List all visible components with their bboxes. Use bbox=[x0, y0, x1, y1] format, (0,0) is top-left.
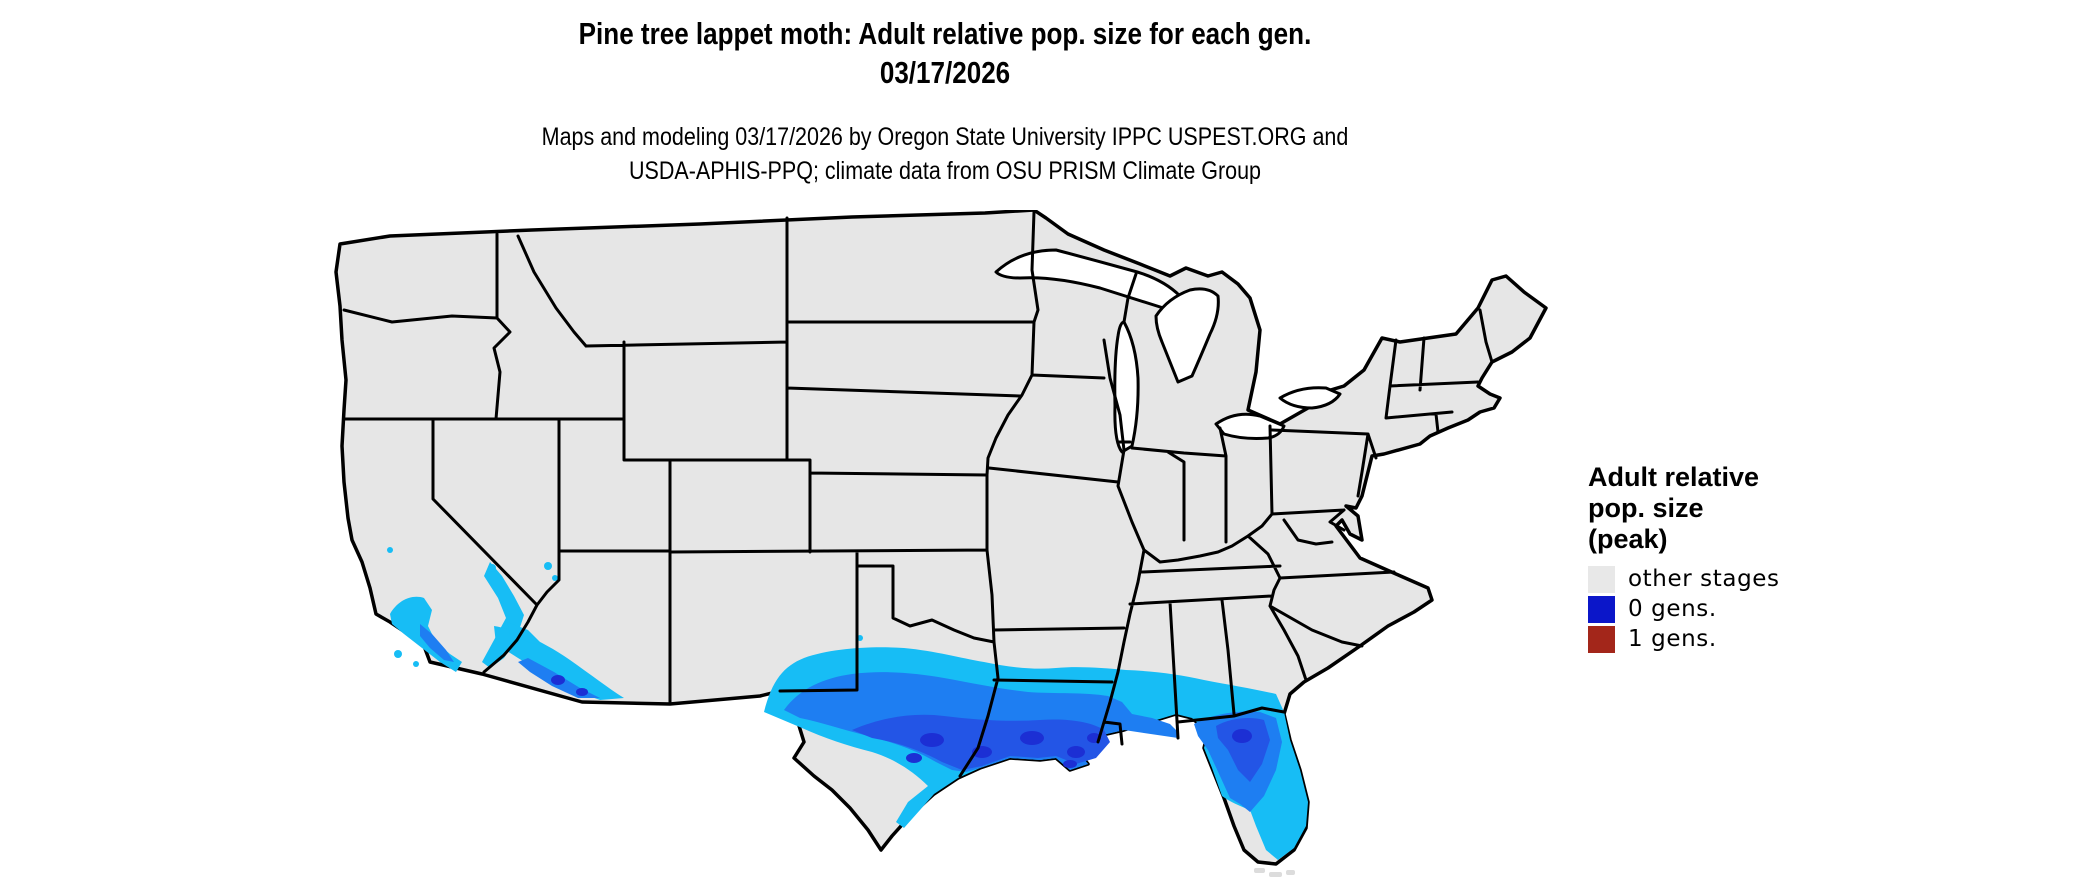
florida-keys bbox=[1254, 868, 1295, 877]
legend-title-line-3: (peak) bbox=[1588, 524, 1668, 554]
us-map-svg bbox=[334, 210, 1548, 877]
legend-swatch-other-stages bbox=[1588, 565, 1615, 593]
legend-title-line-2: pop. size bbox=[1588, 493, 1704, 523]
swatch-rect-other-stages bbox=[1588, 565, 1615, 593]
swatch-rect-1-gens bbox=[1588, 625, 1615, 653]
figure-title: Pine tree lappet moth: Adult relative po… bbox=[0, 14, 1890, 92]
legend-swatch-1-gens bbox=[1588, 625, 1615, 653]
us-map bbox=[332, 210, 1548, 892]
lake-erie bbox=[1214, 412, 1286, 440]
title-line-1: Pine tree lappet moth: Adult relative po… bbox=[578, 16, 1312, 51]
gen0-deep-florida bbox=[1216, 718, 1270, 782]
legend: Adult relative pop. size (peak) other st… bbox=[1588, 462, 1868, 654]
legend-title-line-1: Adult relative bbox=[1588, 462, 1760, 492]
legend-title: Adult relative pop. size (peak) bbox=[1588, 462, 1868, 555]
swatch-rect-0-gens bbox=[1588, 595, 1615, 623]
gen0-light-az-lobe bbox=[507, 622, 544, 646]
subtitle-line-1: Maps and modeling 03/17/2026 by Oregon S… bbox=[541, 123, 1349, 151]
legend-label-other-stages: other stages bbox=[1628, 566, 1780, 592]
legend-items: other stages 0 gens. 1 gens. bbox=[1588, 564, 1868, 654]
legend-item-other-stages: other stages bbox=[1588, 564, 1868, 594]
gen0-mid-socal bbox=[420, 624, 454, 662]
subtitle-line-2: USDA-APHIS-PPQ; climate data from OSU PR… bbox=[628, 157, 1262, 185]
legend-item-0-gens: 0 gens. bbox=[1588, 594, 1868, 624]
state-borders bbox=[342, 210, 1494, 778]
figure-subtitle: Maps and modeling 03/17/2026 by Oregon S… bbox=[0, 120, 1890, 188]
great-lakes bbox=[994, 248, 1342, 454]
lake-ontario bbox=[1278, 386, 1342, 410]
title-line-2: 03/17/2026 bbox=[879, 55, 1011, 90]
lake-huron bbox=[1154, 287, 1220, 384]
gen0-light-arizona bbox=[494, 626, 624, 700]
legend-swatch-0-gens bbox=[1588, 595, 1615, 623]
legend-item-1-gens: 1 gens. bbox=[1588, 624, 1868, 654]
legend-label-0-gens: 0 gens. bbox=[1628, 596, 1717, 622]
legend-label-1-gens: 1 gens. bbox=[1628, 626, 1717, 652]
